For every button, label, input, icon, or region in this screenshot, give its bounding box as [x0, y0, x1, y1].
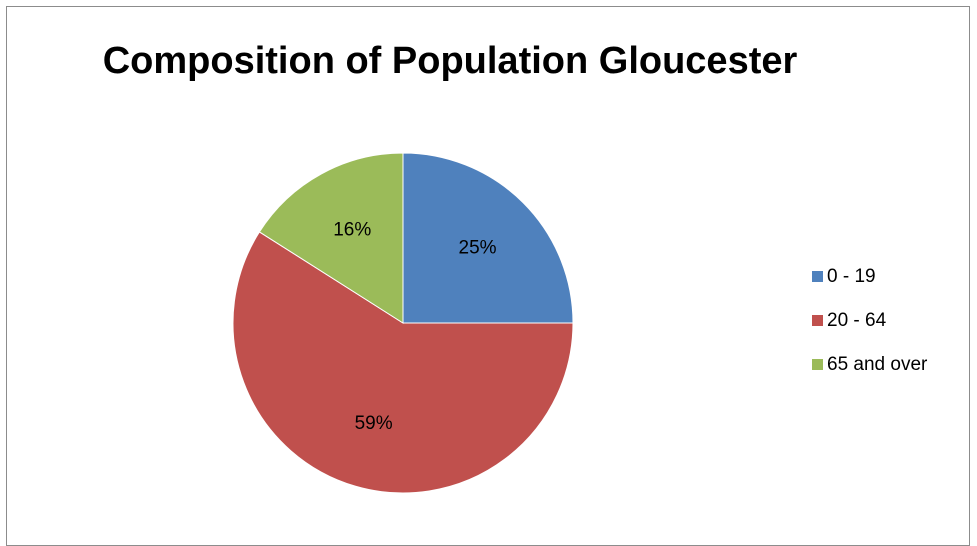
- legend-label: 0 - 19: [827, 265, 876, 287]
- legend-item-65-and-over: 65 and over: [812, 353, 927, 376]
- legend-swatch: [812, 315, 823, 326]
- pie-slice-20-64: [232, 231, 574, 494]
- chart-title: Composition of Population Gloucester: [102, 40, 798, 82]
- legend: 0 - 19 20 - 64 65 and over: [812, 265, 927, 397]
- pie-slice-65-and-over: [258, 152, 404, 324]
- legend-label: 65 and over: [827, 353, 928, 375]
- pie-slice-0-19: [402, 152, 574, 324]
- legend-item-20-64: 20 - 64: [812, 309, 927, 332]
- legend-swatch: [812, 359, 823, 370]
- data-label: 59%: [355, 413, 393, 434]
- data-label: 25%: [459, 237, 497, 258]
- legend-label: 20 - 64: [827, 309, 887, 331]
- data-label: 16%: [333, 220, 371, 241]
- legend-swatch: [812, 271, 823, 282]
- legend-item-0-19: 0 - 19: [812, 265, 927, 288]
